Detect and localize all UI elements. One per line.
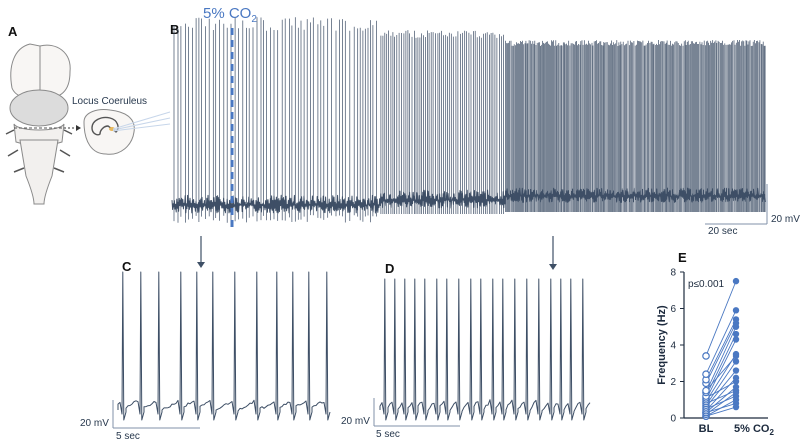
panel-label-a: A <box>8 24 18 39</box>
trace-panel-c <box>117 271 331 421</box>
co2-point <box>732 352 740 360</box>
co2-point <box>732 400 740 407</box>
arrow-to-d-head <box>549 264 557 270</box>
pair-line <box>705 386 737 413</box>
pair-line <box>705 381 737 399</box>
y-tick-label: 4 <box>670 341 676 352</box>
bl-point <box>702 352 710 360</box>
pair-line <box>705 339 737 400</box>
electrode-lines <box>112 111 171 132</box>
brainstem-section <box>83 109 135 155</box>
scalebar-b-time: 20 sec <box>708 226 737 237</box>
arrow-to-c-head <box>197 262 205 268</box>
pair-line <box>705 326 737 393</box>
pair-line <box>705 406 737 417</box>
scalebar-b-voltage: 20 mV <box>771 214 800 225</box>
y-tick-label: 6 <box>670 304 676 315</box>
co2-label: 5% CO2 <box>203 5 257 25</box>
trace-panel-b <box>171 17 766 223</box>
y-axis-label: Frequency (Hz) <box>656 305 668 385</box>
trace-panel-d <box>379 278 591 421</box>
panel-label-b: B <box>170 22 179 37</box>
x-tick-co2: 5% CO2 <box>734 423 774 437</box>
section-arrowhead <box>76 125 81 131</box>
bl-point <box>702 386 710 395</box>
pair-line <box>705 395 737 410</box>
scalebar-c-time: 5 sec <box>116 431 140 441</box>
scalebar-d-time: 5 sec <box>376 429 400 440</box>
co2-point <box>732 358 740 365</box>
locus-coeruleus-label: Locus Coeruleus <box>72 96 147 107</box>
panel-label-d: D <box>385 261 394 276</box>
pair-line <box>705 355 737 391</box>
pair-line <box>705 377 737 412</box>
trace-b-spikes <box>173 17 766 223</box>
scalebar-c-voltage: 20 mV <box>80 418 109 429</box>
brain-schematic <box>5 43 73 205</box>
pair-line <box>705 333 737 397</box>
co2-point <box>732 392 740 400</box>
trace-d <box>379 278 591 421</box>
y-tick-label: 2 <box>670 377 676 388</box>
pair-line <box>705 280 737 357</box>
scalebar-d-voltage: 20 mV <box>341 416 370 427</box>
frequency-chart: 0 2 4 6 8 p≤0.001 Frequency (Hz) BL 5% CO2 <box>656 268 774 438</box>
co2-point <box>732 277 740 285</box>
bl-point <box>702 370 710 379</box>
y-tick-label: 8 <box>670 268 676 279</box>
pair-line <box>705 402 737 413</box>
co2-point <box>732 307 740 314</box>
co2-point <box>732 336 740 343</box>
p-value-annotation: p≤0.001 <box>688 279 725 290</box>
pair-line <box>705 322 737 384</box>
co2-point <box>732 330 740 338</box>
co2-point <box>732 316 740 323</box>
pair-line <box>705 390 737 404</box>
co2-point <box>732 378 740 385</box>
pair-line <box>705 310 737 375</box>
panel-label-c: C <box>122 259 132 274</box>
trace-c <box>117 271 331 421</box>
pair-line <box>705 361 737 406</box>
x-tick-bl: BL <box>699 423 714 435</box>
co2-point <box>732 367 740 374</box>
co2-point <box>732 387 740 394</box>
panel-label-e: E <box>678 250 687 265</box>
y-tick-label: 0 <box>670 414 676 425</box>
pair-line <box>705 319 737 380</box>
